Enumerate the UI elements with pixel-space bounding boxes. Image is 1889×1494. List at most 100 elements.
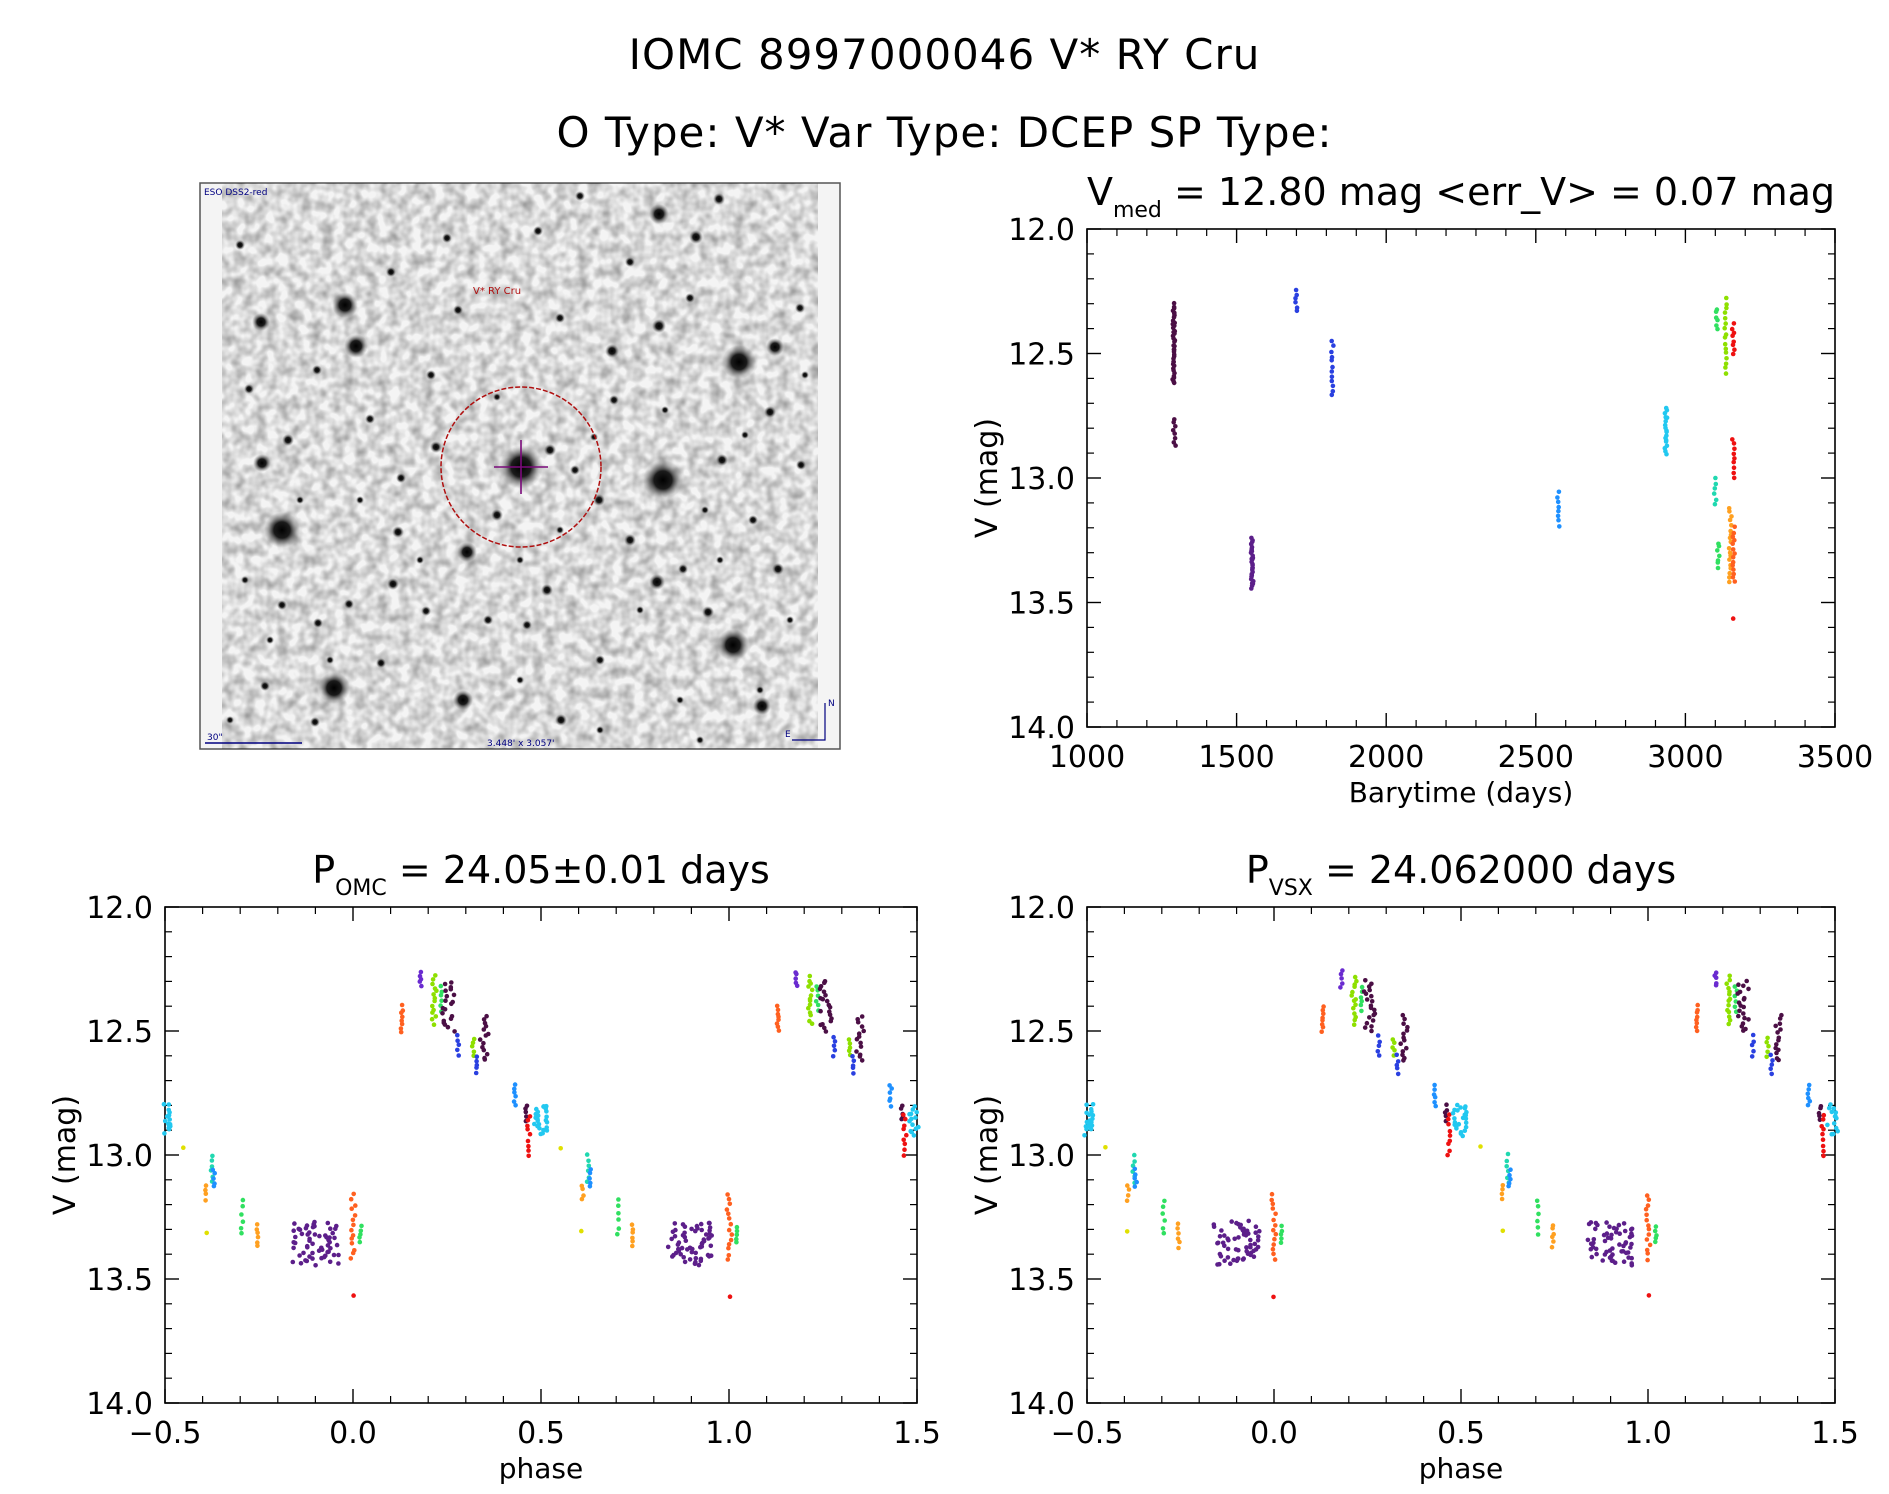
data-point — [1273, 1231, 1279, 1237]
data-point — [1713, 309, 1719, 315]
y-tick-label: 13.5 — [86, 1263, 153, 1298]
data-point — [313, 1263, 318, 1268]
data-point — [1278, 1240, 1284, 1245]
data-point — [1400, 1012, 1406, 1018]
series-18 — [208, 1152, 592, 1184]
data-point — [167, 1117, 172, 1122]
data-point — [1711, 491, 1717, 496]
data-point — [1820, 1137, 1826, 1142]
data-point — [1730, 574, 1736, 580]
data-point — [681, 1255, 686, 1260]
data-point — [1726, 1014, 1732, 1019]
star-59 — [685, 293, 695, 303]
data-point — [1248, 1244, 1253, 1250]
data-point — [1246, 1231, 1251, 1236]
data-point — [443, 998, 448, 1003]
data-point — [1612, 1260, 1618, 1265]
data-point — [1252, 1241, 1258, 1247]
data-point — [1644, 1237, 1650, 1242]
star-12 — [453, 690, 473, 710]
series-14 — [1715, 541, 1722, 571]
data-point — [297, 1253, 302, 1258]
data-point — [1831, 1121, 1837, 1126]
data-point — [471, 1049, 477, 1055]
data-point — [483, 1033, 489, 1038]
data-point — [832, 1039, 838, 1044]
data-point — [1588, 1246, 1594, 1252]
data-point — [672, 1234, 678, 1239]
data-point — [706, 1254, 712, 1259]
y-tick-label: 13.0 — [1008, 1139, 1075, 1174]
series-5 — [1338, 968, 1719, 990]
data-point — [1621, 1243, 1626, 1249]
data-point — [1609, 1232, 1614, 1238]
data-point — [1392, 1040, 1397, 1045]
data-point — [455, 1047, 460, 1053]
data-point — [1727, 570, 1732, 576]
data-point — [298, 1261, 304, 1266]
data-point — [1447, 1148, 1452, 1154]
data-point — [775, 1024, 781, 1030]
data-point — [1499, 1196, 1505, 1202]
data-point — [616, 1197, 621, 1202]
data-point — [448, 986, 454, 992]
data-point — [1736, 1013, 1741, 1019]
data-point — [1363, 978, 1368, 983]
data-point — [1741, 983, 1746, 989]
data-point — [1125, 1183, 1130, 1188]
star-14 — [766, 338, 784, 356]
series-17 — [181, 1145, 563, 1151]
star-56 — [575, 191, 585, 201]
series-10 — [469, 1036, 853, 1059]
series-24 — [1088, 1102, 1469, 1133]
compass-east-label: E — [785, 730, 791, 740]
data-point — [1087, 1112, 1092, 1118]
data-point — [1807, 1098, 1813, 1104]
data-point — [526, 1153, 531, 1159]
data-point — [1723, 321, 1728, 326]
data-point — [558, 1146, 563, 1151]
star-55 — [533, 226, 543, 236]
data-point — [1226, 1237, 1231, 1243]
data-point — [1653, 1224, 1659, 1229]
data-point — [1366, 984, 1372, 989]
series-19 — [210, 1167, 593, 1189]
data-point — [352, 1213, 358, 1218]
data-point — [1730, 547, 1736, 552]
data-point — [587, 1170, 593, 1176]
data-point — [808, 1012, 813, 1018]
data-point — [1272, 1236, 1277, 1242]
x-tick-label: 1.5 — [893, 1416, 941, 1451]
data-point — [1712, 501, 1718, 507]
data-point — [682, 1234, 688, 1240]
data-point — [776, 1028, 782, 1033]
data-point — [1724, 981, 1729, 986]
data-point — [1225, 1246, 1231, 1252]
series-15 — [1445, 1112, 1827, 1159]
data-point — [1723, 346, 1729, 352]
data-point — [1549, 1244, 1555, 1250]
data-point — [1447, 1133, 1453, 1138]
series-17 — [1103, 1144, 1483, 1150]
data-point — [398, 1029, 404, 1035]
data-point — [330, 1230, 336, 1236]
series-2 — [1271, 1293, 1652, 1300]
data-point — [470, 1040, 476, 1045]
data-point — [357, 1235, 362, 1240]
data-point — [579, 1196, 585, 1202]
x-tick-label: 0.5 — [1437, 1416, 1485, 1451]
data-point — [1364, 997, 1370, 1002]
data-point — [708, 1243, 714, 1249]
data-point — [319, 1255, 324, 1261]
data-point — [211, 1176, 216, 1181]
data-point — [527, 1131, 533, 1137]
star-5 — [722, 345, 756, 379]
data-point — [1607, 1224, 1612, 1229]
data-point — [359, 1223, 364, 1229]
x-tick-label: 0.5 — [517, 1416, 565, 1451]
data-point — [299, 1231, 305, 1237]
data-point — [1777, 1016, 1783, 1021]
data-point — [1731, 459, 1736, 465]
data-point — [432, 998, 437, 1004]
data-point — [1741, 997, 1747, 1002]
